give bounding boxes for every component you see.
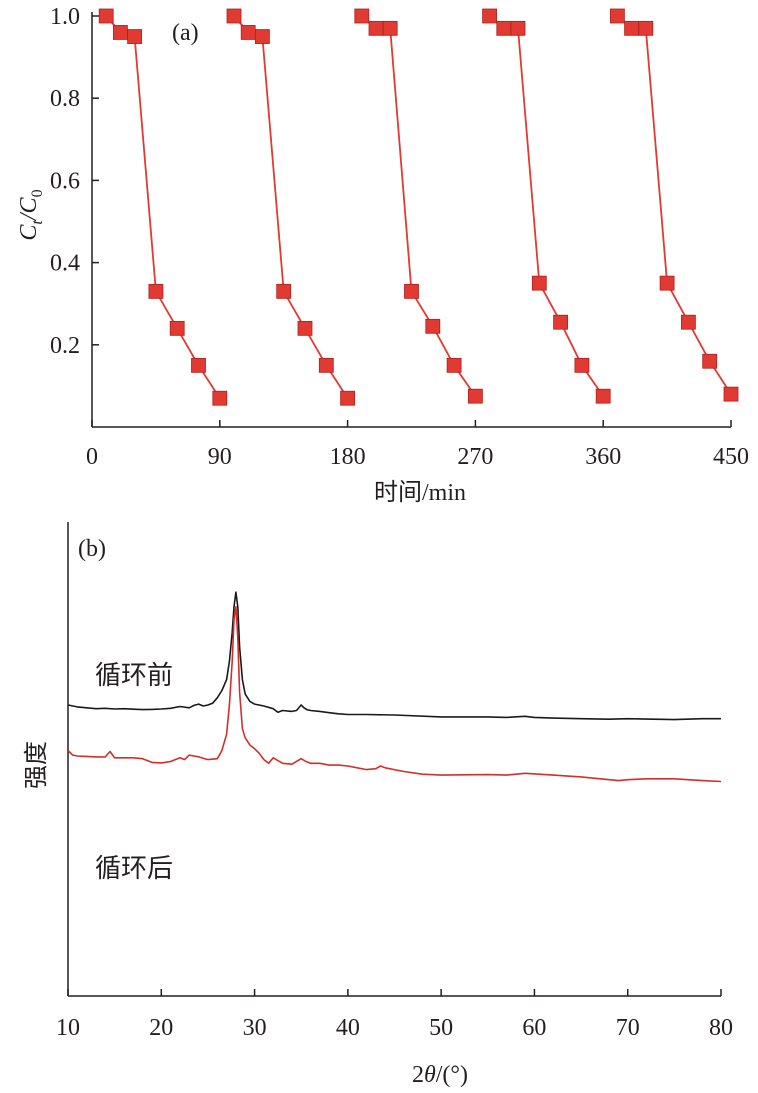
cycle-5-point bbox=[610, 8, 625, 24]
cycle-5-point bbox=[659, 275, 675, 291]
xrd-before-cycling-line bbox=[67, 591, 721, 721]
cycle-2-point bbox=[240, 25, 256, 40]
panel-a-x-axis-title: 时间/min bbox=[374, 479, 466, 506]
panel-b-x-tick-label: 10 bbox=[56, 1015, 80, 1041]
xrd-after-cycling-line bbox=[67, 605, 722, 783]
cycle-5-point bbox=[638, 20, 654, 36]
cycle-4-point bbox=[510, 20, 526, 36]
cycle-1-point bbox=[98, 8, 114, 24]
panel-a-y-tick-label: 0.2 bbox=[50, 333, 80, 359]
cycle-4-point bbox=[482, 8, 498, 24]
cycle-5-point bbox=[702, 353, 718, 369]
panel-a-x-tick-label: 0 bbox=[86, 444, 98, 470]
panel-a-y-tick-label: 1.0 bbox=[50, 4, 80, 30]
cycle-4-point bbox=[595, 388, 611, 404]
panel-b-x-ticks: 10 20 30 40 50 60 70 80 bbox=[56, 989, 733, 1041]
panel-a-series bbox=[98, 8, 739, 406]
cycle-4-point bbox=[496, 20, 512, 36]
panel-b-x-tick-label: 20 bbox=[149, 1015, 173, 1041]
panel-a-x-tick-label: 450 bbox=[713, 444, 749, 470]
cycle-4-point bbox=[553, 314, 568, 330]
panel-b-x-tick-label: 40 bbox=[336, 1015, 360, 1041]
cycle-3-point bbox=[354, 8, 370, 24]
panel-a-x-tick-label: 360 bbox=[585, 444, 621, 470]
cycle-5-point bbox=[624, 20, 639, 36]
cycle-4-point bbox=[574, 357, 590, 373]
panel-a-y-tick-label: 0.4 bbox=[50, 251, 80, 277]
cycle-3-line bbox=[361, 15, 477, 397]
panel-b-x-tick-label: 30 bbox=[243, 1015, 267, 1041]
cycle-3-point bbox=[446, 357, 462, 373]
panel-b-x-tick-label: 50 bbox=[429, 1015, 453, 1041]
cycle-3-point bbox=[382, 20, 398, 36]
cycle-3-point bbox=[425, 318, 441, 334]
panel-a-y-tick-label: 0.6 bbox=[50, 168, 80, 194]
cycle-3-point bbox=[467, 388, 483, 404]
cycle-2-point bbox=[226, 8, 242, 24]
panel-a-cycling-chart: (a) 0.2 0.4 0.6 0.8 1.0 0 90 180 270 360 450 时间/m… bbox=[16, 4, 749, 506]
panel-b-xrd-chart: (b) 10 20 30 40 50 60 70 80 2θ/(°) 强度 循环前 循环后 bbox=[23, 522, 733, 1088]
series-label-after-cycling: 循环后 bbox=[95, 854, 173, 883]
panel-b-y-axis-title: 强度 bbox=[23, 741, 50, 789]
panel-b-series bbox=[67, 591, 722, 783]
cycle-1-point bbox=[169, 320, 185, 336]
panel-a-x-tick-label: 90 bbox=[208, 444, 232, 470]
cycle-2-point bbox=[254, 29, 270, 44]
cycle-1-point bbox=[148, 283, 164, 299]
cycle-2-point bbox=[297, 320, 313, 336]
cycle-4-point bbox=[531, 275, 547, 291]
cycle-5-point bbox=[681, 314, 696, 330]
cycle-2-point bbox=[276, 283, 292, 299]
panel-b-x-tick-label: 60 bbox=[522, 1015, 546, 1041]
cycle-1-point bbox=[113, 25, 128, 40]
cycle-4-line bbox=[489, 15, 604, 397]
panel-b-x-axis-title: 2θ/(°) bbox=[412, 1062, 468, 1088]
cycle-5-line bbox=[616, 15, 732, 395]
cycle-2-point bbox=[318, 357, 334, 373]
panel-a-x-tick-label: 270 bbox=[457, 444, 493, 470]
panel-a-x-ticks: 0 90 180 270 360 450 bbox=[86, 420, 749, 470]
cycle-2-point bbox=[340, 390, 356, 406]
panel-a-y-ticks: 0.2 0.4 0.6 0.8 1.0 bbox=[50, 4, 99, 359]
cycle-1-point bbox=[191, 357, 206, 373]
cycle-5-point bbox=[723, 386, 739, 402]
cycle-1-point bbox=[212, 390, 228, 406]
panel-b-x-tick-label: 80 bbox=[709, 1015, 733, 1041]
panel-b-label: (b) bbox=[78, 536, 106, 562]
series-label-before-cycling: 循环前 bbox=[95, 661, 173, 690]
panel-a-y-tick-label: 0.8 bbox=[50, 86, 80, 112]
cycle-1-line bbox=[105, 15, 221, 399]
cycle-3-point bbox=[404, 283, 419, 299]
panel-b-x-tick-label: 70 bbox=[616, 1015, 640, 1041]
cycle-2-line bbox=[233, 15, 349, 399]
panel-a-y-axis-title: Ct/C0 bbox=[16, 189, 46, 240]
cycle-1-point bbox=[127, 29, 142, 44]
panel-a-label: (a) bbox=[172, 20, 199, 46]
cycle-3-point bbox=[368, 20, 384, 36]
panel-a-x-tick-label: 180 bbox=[330, 444, 366, 470]
